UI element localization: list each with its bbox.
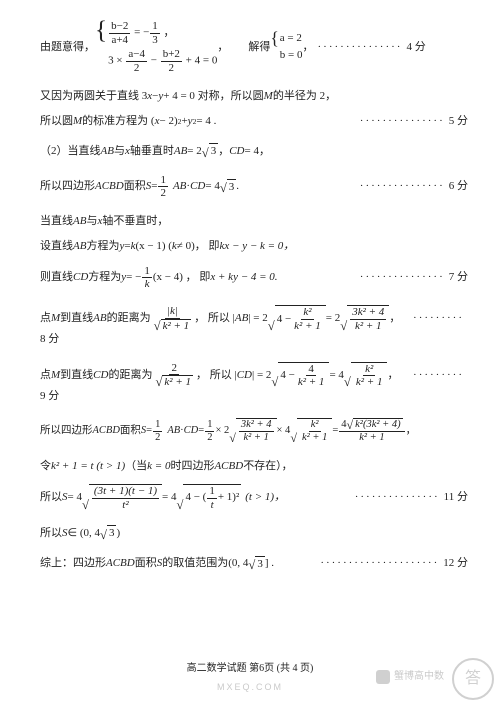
line-15: 综上：四边形ACBD 面积S 的取值范围为 (0, 4 √3 ] . ·····… [40, 556, 468, 572]
line-7: 设直线 AB 方程为 y = k (x − 1) (k ≠ 0)， 即 kx −… [40, 239, 468, 254]
watermark-site: MXEQ.COM [0, 681, 500, 694]
line-3: 所以圆 M 的标准方程为 (x − 2)2 + y2 = 4 . ·······… [40, 114, 468, 129]
points: 4 分 [406, 40, 425, 55]
line-9: 点 M 到直线 AB 的距离为 |k| √k² + 1 ， 所以 |AB| = … [40, 305, 468, 348]
line-8: 则直线 CD 方程为 y = − 1k (x − 4) ， 即 x + ky −… [40, 265, 468, 291]
line-12: 令 k² + 1 = t (t > 1) （当 k = 0 时四边形 ACBD … [40, 459, 468, 474]
system-1: { b−2a+4 = −13 ， 3 × a−42 − b+22 + 4 = 0 [95, 20, 217, 75]
watermark-badge: 答 [452, 658, 494, 700]
line-13: 所以 S = 4 √ (3t + 1)(t − 1)t² = 4 √ 4 − (… [40, 484, 468, 511]
line-6: 当直线 AB 与 x 轴不垂直时， [40, 214, 468, 229]
text: 解得 [248, 40, 270, 55]
line-1: 由题意得， { b−2a+4 = −13 ， 3 × a−42 − b+22 +… [40, 20, 468, 75]
line-11: 所以四边形 ACBD 面积 S = 12 AB · CD = 12 × 2 √3… [40, 418, 468, 444]
line-4: （2）当直线 AB 与 x 轴垂直时 AB = 2 √3 ， CD = 4， [40, 143, 468, 159]
line-10: 点 M 到直线 CD 的距离为 2 √k² + 1 ， 所以 |CD| = 2 … [40, 362, 468, 405]
line-2: 又因为两圆关于直线 3x − y + 4 = 0 对称，所以圆 M 的半径为 2… [40, 89, 468, 104]
system-2: { a = 2 b = 0 [270, 31, 302, 64]
text: 由题意得， [40, 40, 95, 55]
dots: ··············· [318, 40, 403, 55]
line-14: 所以 S ∈ (0, 4 √3 ) [40, 525, 468, 541]
line-5: 所以四边形 ACBD 面积 S = 12 AB · CD = 4 √3 . ··… [40, 174, 468, 200]
